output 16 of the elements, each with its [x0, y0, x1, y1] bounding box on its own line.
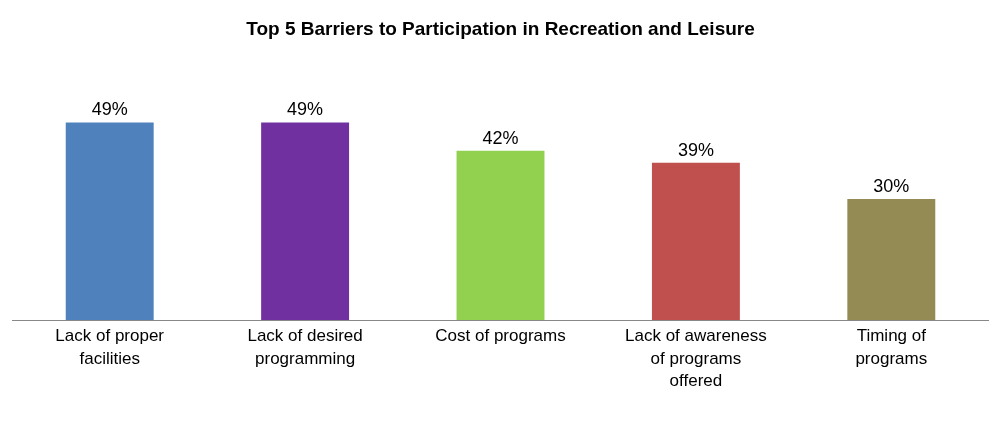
data-label: 49%	[287, 99, 324, 120]
bar	[261, 122, 350, 320]
x-tick-label: Cost of programs	[435, 326, 566, 346]
x-tick-label: Lack of desired programming	[247, 326, 363, 368]
data-label: 30%	[873, 176, 910, 197]
data-label: 42%	[482, 127, 519, 148]
bar	[65, 122, 154, 320]
data-label: 49%	[91, 99, 128, 120]
bar	[456, 150, 545, 320]
bar	[651, 162, 740, 320]
x-tick-label: Lack of awareness of programs offered	[625, 326, 767, 390]
x-tick-label: Lack of proper facilities	[55, 326, 165, 368]
bar	[847, 199, 936, 320]
chart-title: Top 5 Barriers to Participation in Recreation and Leisure	[246, 17, 755, 39]
x-tick-label: Timing of programs	[855, 326, 928, 368]
data-label: 39%	[677, 139, 714, 160]
